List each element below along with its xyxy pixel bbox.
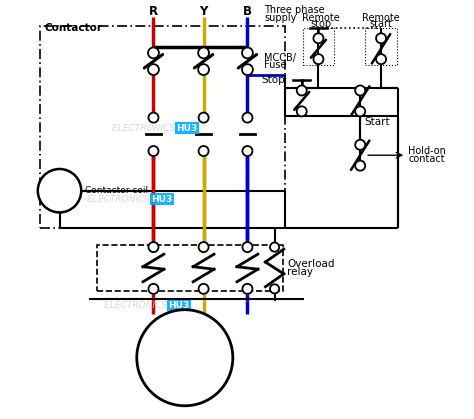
Circle shape: [270, 284, 279, 293]
Text: Y: Y: [200, 5, 208, 18]
Text: AC: AC: [171, 336, 198, 354]
Circle shape: [376, 33, 386, 43]
Circle shape: [242, 64, 253, 75]
Circle shape: [313, 54, 323, 64]
Text: B: B: [243, 5, 252, 18]
Text: ELECTRONICS: ELECTRONICS: [104, 301, 170, 310]
Circle shape: [199, 113, 209, 123]
Circle shape: [198, 47, 209, 58]
Text: start: start: [370, 20, 392, 29]
Circle shape: [199, 284, 209, 294]
Text: ELECTRONICS: ELECTRONICS: [87, 194, 153, 204]
Circle shape: [297, 106, 307, 116]
Circle shape: [313, 33, 323, 43]
Bar: [97, 245, 283, 291]
Text: contact: contact: [408, 154, 445, 164]
Circle shape: [148, 64, 159, 75]
Text: Hold-on: Hold-on: [408, 146, 446, 156]
Text: R: R: [149, 5, 158, 18]
Text: supply: supply: [264, 13, 297, 23]
Text: Contactor coil: Contactor coil: [85, 186, 148, 195]
Text: HU3: HU3: [151, 194, 173, 204]
Text: HU3: HU3: [168, 301, 189, 310]
Bar: [365, 28, 397, 65]
Text: Contactor: Contactor: [44, 23, 102, 33]
Text: MCCB/: MCCB/: [264, 53, 296, 63]
Text: Overload: Overload: [287, 259, 335, 269]
Circle shape: [242, 113, 253, 123]
Circle shape: [355, 160, 365, 171]
Circle shape: [148, 47, 159, 58]
Circle shape: [270, 243, 279, 252]
Text: relay: relay: [287, 267, 313, 277]
Circle shape: [148, 284, 158, 294]
Text: stop: stop: [310, 20, 331, 29]
Bar: [40, 26, 285, 228]
Text: HU3: HU3: [176, 124, 198, 132]
Circle shape: [148, 113, 158, 123]
Text: Three phase: Three phase: [264, 5, 325, 15]
Circle shape: [199, 146, 209, 156]
Text: Remote: Remote: [362, 13, 400, 23]
Circle shape: [199, 242, 209, 252]
Text: Remote: Remote: [301, 13, 339, 23]
Circle shape: [355, 106, 365, 116]
Text: Stop: Stop: [261, 75, 285, 85]
Circle shape: [297, 85, 307, 96]
Circle shape: [137, 310, 233, 406]
Circle shape: [148, 242, 158, 252]
Circle shape: [148, 146, 158, 156]
Circle shape: [242, 47, 253, 58]
Text: Motor: Motor: [155, 359, 215, 377]
Circle shape: [355, 85, 365, 96]
Text: ELECTRONICS: ELECTRONICS: [112, 124, 178, 132]
Text: Start: Start: [365, 117, 390, 127]
Text: Fuse: Fuse: [264, 60, 287, 70]
Circle shape: [242, 284, 253, 294]
Circle shape: [38, 169, 81, 212]
Circle shape: [242, 146, 253, 156]
Circle shape: [376, 54, 386, 64]
Circle shape: [355, 140, 365, 150]
Bar: [302, 28, 334, 65]
Circle shape: [198, 64, 209, 75]
Circle shape: [242, 242, 253, 252]
